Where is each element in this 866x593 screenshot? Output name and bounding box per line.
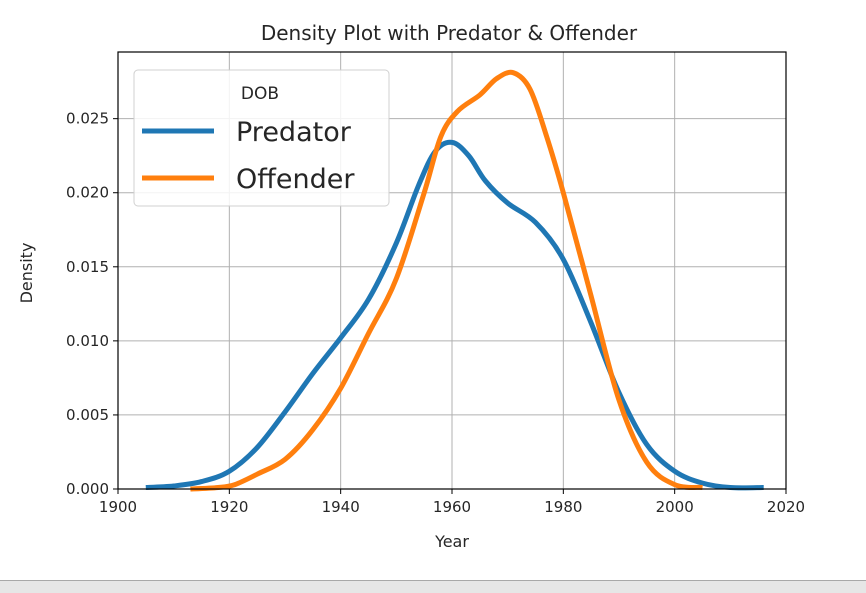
y-tick-label: 0.015 — [66, 258, 109, 276]
series-layer — [145, 69, 764, 492]
chart-title: Density Plot with Predator & Offender — [261, 21, 638, 45]
y-tick-label: 0.000 — [66, 480, 109, 498]
x-axis-ticks: 1900 1920 1940 1960 1980 2000 2020 — [99, 489, 805, 516]
x-tick-label: 2020 — [767, 498, 805, 516]
window-bottom-edge — [0, 580, 866, 593]
y-axis-label: Density — [17, 243, 36, 304]
legend-label-predator: Predator — [236, 117, 352, 148]
y-tick-label: 0.005 — [66, 406, 109, 424]
x-tick-label: 1900 — [99, 498, 137, 516]
legend-box — [133, 69, 390, 207]
x-tick-label: 1980 — [544, 498, 582, 516]
legend-title: DOB — [241, 84, 279, 104]
y-tick-label: 0.010 — [66, 332, 109, 350]
x-tick-label: 1940 — [322, 498, 360, 516]
x-axis-label: Year — [434, 532, 469, 551]
series-line-offender — [190, 69, 703, 492]
x-tick-label: 1920 — [210, 498, 248, 516]
legend: DOB Predator Offender — [133, 69, 390, 207]
series-line-predator — [145, 139, 764, 491]
legend-label-offender: Offender — [236, 164, 355, 195]
y-axis-ticks: 0.000 0.005 0.010 0.015 0.020 0.025 — [66, 110, 118, 498]
y-tick-label: 0.020 — [66, 184, 109, 202]
y-tick-label: 0.025 — [66, 110, 109, 128]
x-tick-label: 2000 — [656, 498, 694, 516]
x-tick-label: 1960 — [433, 498, 471, 516]
